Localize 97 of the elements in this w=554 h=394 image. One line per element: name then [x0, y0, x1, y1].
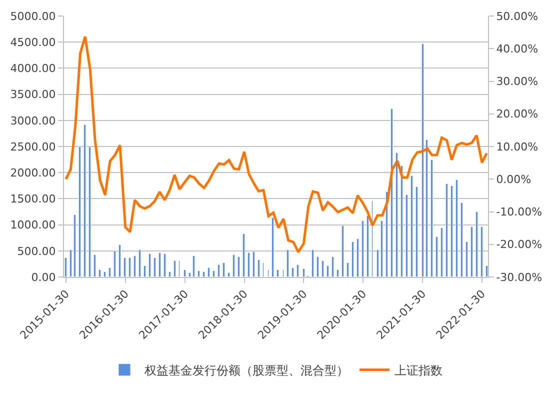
bar: [430, 160, 433, 277]
bar: [436, 236, 438, 277]
bar: [342, 226, 344, 277]
bar: [202, 272, 205, 277]
bar: [192, 256, 195, 277]
bar: [460, 202, 463, 277]
bar: [316, 256, 319, 277]
bar: [252, 252, 255, 277]
y2-tick-label: 50.00%: [496, 10, 538, 23]
bar: [296, 264, 299, 277]
bar: [292, 268, 294, 277]
bar: [362, 220, 364, 277]
bar: [422, 44, 424, 277]
bar: [312, 250, 314, 277]
bar: [144, 266, 146, 277]
bar: [208, 268, 210, 277]
y-tick-label: 1500.00: [10, 192, 56, 206]
bar: [84, 124, 86, 277]
bar: [114, 250, 116, 277]
bar: [390, 108, 393, 277]
bar: [198, 270, 200, 277]
bar: [450, 186, 453, 277]
bar: [124, 258, 126, 277]
bar: [410, 176, 413, 277]
bar: [466, 242, 468, 277]
bar: [242, 234, 245, 277]
bar: [286, 250, 289, 277]
y2-tick-label: 20.00%: [496, 108, 538, 121]
bar: [218, 264, 220, 277]
bar: [366, 216, 369, 277]
bar: [446, 184, 448, 277]
bar: [352, 242, 354, 277]
bar: [440, 228, 443, 277]
legend-label: 权益基金发行份额（股票型、混合型）: [144, 363, 348, 378]
y2-tick-label: -20.00%: [496, 238, 542, 252]
y2-tick-label: 40.00%: [496, 42, 538, 56]
bar: [258, 260, 260, 277]
bar: [406, 194, 408, 277]
bar: [480, 226, 483, 277]
bar: [400, 166, 403, 277]
bar: [332, 256, 334, 277]
bar: [108, 268, 111, 277]
bar: [336, 270, 339, 277]
y-tick-label: 2000.00: [10, 166, 56, 180]
bar: [276, 270, 279, 277]
bar: [456, 180, 458, 277]
bar: [470, 226, 473, 277]
bar: [232, 254, 235, 277]
y2-tick-label: -10.00%: [496, 206, 542, 219]
bar: [164, 254, 166, 277]
y2-tick-label: 0.00%: [496, 172, 532, 186]
bar: [174, 260, 176, 277]
y2-tick-label: 30.00%: [496, 75, 538, 88]
bar: [238, 256, 240, 277]
bar: [78, 146, 81, 277]
bar: [134, 256, 136, 277]
bar: [248, 252, 250, 277]
bar: [154, 258, 156, 277]
y-tick-label: 5000.00: [10, 10, 56, 23]
bar: [98, 270, 101, 277]
bar: [128, 258, 131, 277]
bar: [356, 238, 359, 277]
y-tick-label: 0.00: [31, 270, 56, 284]
legend-label: 上证指数: [394, 363, 442, 378]
bar: [88, 146, 91, 277]
bar: [94, 254, 96, 277]
bar: [272, 218, 274, 277]
bar: [396, 152, 398, 277]
bar: [346, 262, 349, 277]
y-tick-label: 4500.00: [10, 36, 56, 49]
y-tick-label: 3000.00: [10, 114, 56, 128]
bar: [64, 258, 67, 277]
y-tick-label: 2500.00: [10, 140, 56, 154]
bar: [184, 270, 186, 277]
bar: [74, 214, 76, 277]
y-tick-label: 4000.00: [10, 62, 56, 76]
bar: [322, 260, 324, 277]
bar: [476, 212, 478, 277]
bar: [158, 252, 161, 277]
bar: [486, 266, 488, 277]
bar: [168, 272, 171, 277]
bar: [416, 186, 418, 277]
bar: [104, 272, 106, 277]
y-tick-label: 500.00: [17, 244, 56, 258]
bar: [148, 254, 151, 277]
bar: [138, 250, 141, 277]
bar: [222, 262, 225, 277]
bar: [326, 266, 329, 277]
y2-tick-label: -30.00%: [496, 270, 542, 284]
bar: [118, 244, 121, 277]
y-tick-label: 3500.00: [10, 88, 56, 102]
bar: [302, 268, 305, 277]
y-tick-label: 1000.00: [10, 218, 56, 232]
bar: [228, 272, 230, 277]
bar: [380, 220, 383, 277]
bar: [212, 270, 215, 277]
y2-tick-label: 10.00%: [496, 140, 538, 154]
